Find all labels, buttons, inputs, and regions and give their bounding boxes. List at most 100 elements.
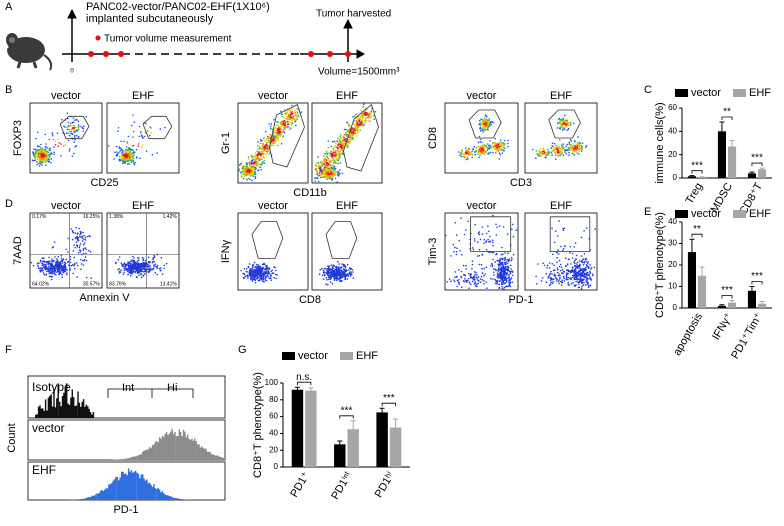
event-dot	[504, 140, 506, 142]
event-dot	[33, 152, 35, 154]
event-dot	[337, 173, 339, 175]
event-dot	[115, 262, 117, 264]
event-dot	[84, 259, 86, 261]
event-dot	[490, 147, 492, 149]
event-dot	[125, 154, 127, 156]
event-dot	[590, 279, 592, 281]
event-dot	[149, 135, 151, 137]
event-dot	[493, 274, 495, 276]
event-dot	[142, 266, 144, 268]
event-dot	[510, 265, 512, 267]
event-dot	[248, 173, 250, 175]
event-dot	[499, 258, 501, 260]
event-dot	[79, 236, 81, 238]
event-dot	[127, 274, 129, 276]
event-dot	[324, 275, 326, 277]
event-dot	[152, 269, 154, 271]
event-dot	[348, 269, 350, 271]
event-dot	[537, 263, 539, 265]
event-dot	[296, 117, 298, 119]
event-dot	[471, 277, 473, 279]
event-dot	[332, 141, 334, 143]
event-dot	[76, 237, 78, 239]
event-dot	[123, 272, 125, 274]
axis-label: CD8	[299, 294, 321, 306]
event-dot	[273, 136, 275, 138]
event-dot	[283, 130, 285, 132]
event-dot	[556, 280, 558, 282]
event-dot	[484, 268, 486, 270]
event-dot	[52, 263, 54, 265]
event-dot	[82, 240, 84, 242]
event-dot	[83, 264, 85, 266]
event-dot	[37, 132, 39, 134]
event-dot	[485, 145, 487, 147]
event-dot	[279, 131, 281, 133]
event-dot	[460, 153, 462, 155]
event-dot	[84, 247, 86, 249]
event-dot	[83, 249, 85, 251]
event-dot	[279, 127, 281, 129]
event-dot	[69, 150, 71, 152]
event-dot	[282, 116, 284, 118]
event-dot	[133, 145, 135, 147]
event-dot	[143, 275, 145, 277]
event-dot	[499, 225, 501, 227]
event-dot	[327, 284, 329, 286]
event-dot	[128, 270, 130, 272]
event-dot	[365, 117, 367, 119]
axis-label: CD25	[90, 177, 118, 189]
event-dot	[507, 263, 509, 265]
event-dot	[83, 248, 85, 250]
event-dot	[49, 260, 51, 262]
event-dot	[57, 139, 59, 141]
event-dot	[117, 154, 119, 156]
event-dot	[333, 265, 335, 267]
event-dot	[76, 276, 78, 278]
event-dot	[507, 259, 509, 261]
event-dot	[582, 146, 584, 148]
event-dot	[568, 128, 570, 130]
axis-label: Gr-1	[220, 132, 232, 154]
event-dot	[114, 152, 116, 154]
event-dot	[150, 267, 152, 269]
event-dot	[341, 145, 343, 147]
event-dot	[276, 136, 278, 138]
event-dot	[134, 261, 136, 263]
event-dot	[324, 174, 326, 176]
event-dot	[549, 273, 551, 275]
event-dot	[509, 271, 511, 273]
event-dot	[259, 271, 261, 273]
event-dot	[355, 121, 357, 123]
event-dot	[49, 155, 51, 157]
event-dot	[459, 250, 461, 252]
event-dot	[511, 277, 513, 279]
event-dot	[258, 159, 260, 161]
event-dot	[275, 274, 277, 276]
event-dot	[461, 271, 463, 273]
event-dot	[489, 140, 491, 142]
event-dot	[36, 164, 38, 166]
event-dot	[532, 149, 534, 151]
event-dot	[249, 274, 251, 276]
event-dot	[348, 143, 350, 145]
event-dot	[587, 272, 589, 274]
event-dot	[368, 113, 370, 115]
event-dot	[500, 269, 502, 271]
event-dot	[557, 153, 559, 155]
event-dot	[342, 139, 344, 141]
event-dot	[478, 280, 480, 282]
event-dot	[498, 151, 500, 153]
event-dot	[323, 155, 325, 157]
event-dot	[265, 131, 267, 133]
event-dot	[261, 272, 263, 274]
event-dot	[471, 157, 473, 159]
event-dot	[243, 273, 245, 275]
event-dot	[496, 150, 498, 152]
event-dot	[51, 267, 53, 269]
event-dot	[507, 269, 509, 271]
event-dot	[453, 279, 455, 281]
event-dot	[40, 271, 42, 273]
event-dot	[544, 153, 546, 155]
event-dot	[479, 155, 481, 157]
